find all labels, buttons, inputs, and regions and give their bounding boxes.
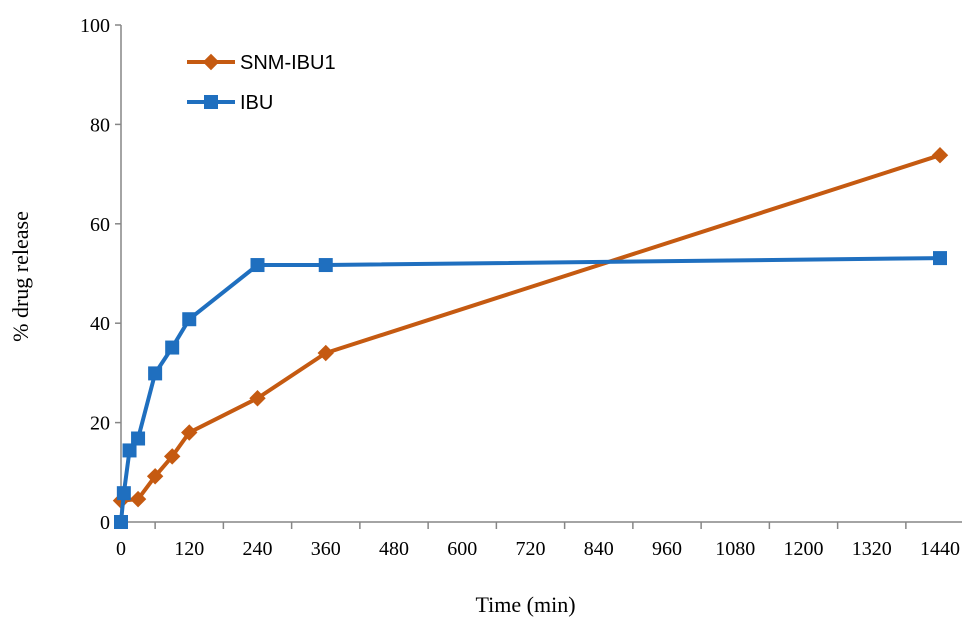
legend-item: SNM-IBU1	[187, 52, 336, 74]
data-point	[182, 312, 197, 327]
legend: SNM-IBU1 IBU	[187, 52, 336, 114]
data-point	[116, 486, 131, 501]
series-layer	[112, 147, 949, 529]
data-point	[163, 448, 181, 465]
x-tick-label: 1320	[852, 538, 892, 560]
legend-marker	[202, 53, 220, 71]
x-tick-label: 240	[243, 538, 273, 560]
data-point	[114, 515, 128, 529]
x-ticks: 0 120 240 360 480 600 720 840 960 1080 1200 1320 144…	[116, 522, 960, 560]
data-point	[122, 443, 137, 458]
y-axis-title: % drug release	[8, 211, 33, 342]
data-point	[131, 431, 146, 446]
x-axis-title: Time (min)	[475, 592, 575, 617]
data-point	[146, 468, 164, 485]
y-tick-label: 100	[80, 15, 110, 37]
data-point	[249, 390, 266, 407]
x-tick-label: 1200	[784, 538, 824, 560]
series-line	[119, 256, 942, 524]
y-tick-label: 80	[90, 114, 110, 136]
y-tick-label: 20	[90, 413, 110, 435]
data-point	[181, 424, 198, 441]
y-tick-label: 40	[90, 313, 110, 335]
legend-label: IBU	[240, 92, 273, 114]
series-snm-ibu1	[112, 147, 949, 509]
y-ticks: 0 20 40 60 80 100	[80, 15, 121, 534]
axes	[120, 25, 962, 523]
legend-marker	[204, 95, 218, 109]
x-tick-label: 0	[116, 538, 126, 560]
y-tick-label: 0	[100, 512, 110, 534]
y-tick-label: 60	[90, 214, 110, 236]
data-point	[318, 258, 333, 273]
legend-label: SNM-IBU1	[240, 52, 336, 74]
data-point	[317, 344, 334, 362]
legend-item: IBU	[187, 92, 273, 114]
data-point	[129, 490, 147, 508]
x-tick-label: 360	[311, 538, 341, 560]
data-point	[148, 366, 163, 381]
x-tick-label: 960	[652, 538, 682, 560]
x-tick-label: 600	[447, 538, 477, 560]
x-tick-label: 720	[516, 538, 546, 560]
x-tick-label: 1440	[920, 538, 960, 560]
data-point	[250, 258, 265, 273]
x-tick-label: 1080	[715, 538, 755, 560]
data-point	[933, 251, 947, 266]
series-ibu	[114, 251, 947, 529]
x-tick-label: 480	[379, 538, 409, 560]
x-tick-label: 840	[584, 538, 614, 560]
series-line	[119, 153, 942, 503]
data-point	[931, 147, 949, 164]
data-point	[165, 340, 180, 355]
x-tick-label: 120	[174, 538, 204, 560]
